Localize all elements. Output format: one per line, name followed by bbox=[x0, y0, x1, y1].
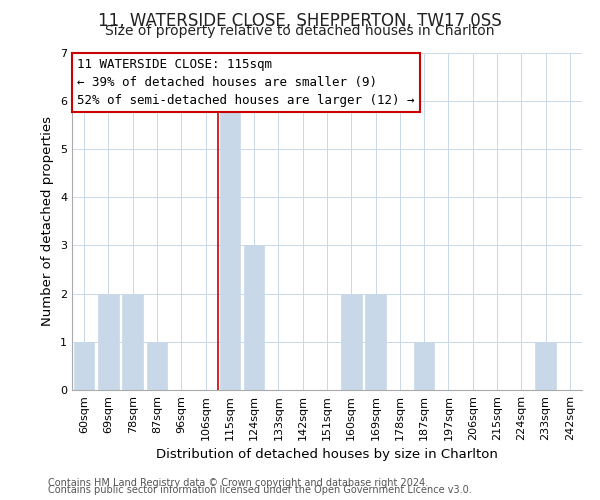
Text: Contains public sector information licensed under the Open Government Licence v3: Contains public sector information licen… bbox=[48, 485, 472, 495]
Text: Contains HM Land Registry data © Crown copyright and database right 2024.: Contains HM Land Registry data © Crown c… bbox=[48, 478, 428, 488]
Bar bbox=[365, 294, 386, 390]
Text: 11 WATERSIDE CLOSE: 115sqm
← 39% of detached houses are smaller (9)
52% of semi-: 11 WATERSIDE CLOSE: 115sqm ← 39% of deta… bbox=[77, 58, 415, 106]
Y-axis label: Number of detached properties: Number of detached properties bbox=[41, 116, 55, 326]
Bar bbox=[414, 342, 434, 390]
Bar bbox=[535, 342, 556, 390]
Bar bbox=[146, 342, 167, 390]
Bar bbox=[98, 294, 119, 390]
Bar bbox=[341, 294, 362, 390]
Bar bbox=[122, 294, 143, 390]
X-axis label: Distribution of detached houses by size in Charlton: Distribution of detached houses by size … bbox=[156, 448, 498, 462]
Text: Size of property relative to detached houses in Charlton: Size of property relative to detached ho… bbox=[105, 24, 495, 38]
Bar bbox=[220, 100, 240, 390]
Bar bbox=[74, 342, 94, 390]
Text: 11, WATERSIDE CLOSE, SHEPPERTON, TW17 0SS: 11, WATERSIDE CLOSE, SHEPPERTON, TW17 0S… bbox=[98, 12, 502, 30]
Bar bbox=[244, 246, 265, 390]
